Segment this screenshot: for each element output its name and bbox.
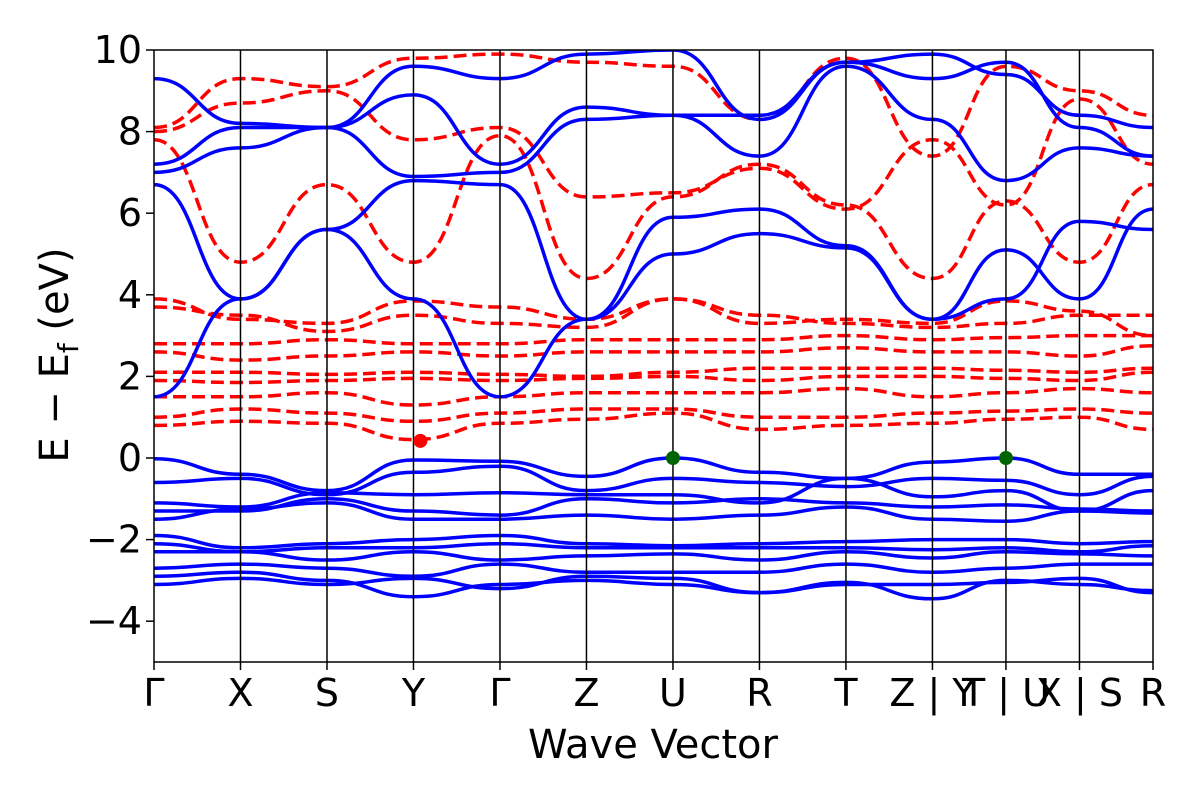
valence-band-3 (154, 497, 1153, 517)
y-tick-label: 6 (118, 191, 142, 235)
x-tick-label: S (315, 671, 339, 715)
valence-band-14 (154, 60, 1153, 166)
x-tick-label: R (746, 671, 772, 715)
x-axis: Γ X S Y Γ Z U R T Z | YT | UX | S R (143, 662, 1166, 716)
band-extremum-marker-1 (665, 451, 680, 465)
x-tick-label: X (227, 671, 253, 715)
plot-frame (153, 49, 1154, 663)
x-tick-label: Y (401, 671, 426, 715)
y-axis: −4 −2 0 2 4 6 8 10 (86, 28, 154, 643)
conduction-band-7 (154, 297, 1153, 334)
x-tick-label: T (833, 671, 858, 715)
band-extremum-marker-0 (413, 433, 428, 448)
x-tick-label: U (659, 671, 687, 715)
x-tick-label: Γ (489, 671, 510, 715)
x-tick-label: X | S (1036, 671, 1123, 716)
valence-band-13 (154, 64, 1153, 183)
conduction-band-10 (154, 89, 1153, 211)
plot-area (154, 50, 1153, 662)
x-tick-label: Γ (143, 671, 164, 715)
y-tick-label: 8 (118, 110, 142, 154)
conduction-band-6 (154, 333, 1153, 346)
conduction-band-11 (154, 52, 1153, 158)
y-tick-label: 10 (94, 28, 142, 72)
x-tick-label: Z (573, 671, 599, 715)
y-axis-label-subscript: f (52, 342, 85, 353)
conduction-band-5 (154, 344, 1153, 362)
y-tick-label: −2 (86, 518, 142, 562)
valence-band-8 (154, 562, 1153, 579)
x-tick-label: T | U (961, 671, 1050, 716)
y-axis-label-unit: (eV) (32, 247, 78, 343)
x-tick-label: R (1140, 671, 1166, 715)
valence-band-5 (154, 533, 1153, 550)
conduction-band-9 (154, 133, 1153, 281)
band-extremum-marker-2 (998, 451, 1013, 465)
conduction-band-0 (154, 411, 1153, 442)
y-tick-label: 4 (118, 273, 142, 317)
conduction-band-2 (154, 386, 1153, 407)
x-tick-label: Z | Y (889, 671, 976, 716)
valence-band-11 (154, 219, 1153, 399)
y-tick-label: −4 (86, 599, 142, 643)
valence-band-7 (154, 550, 1153, 562)
y-tick-label: 2 (118, 354, 142, 398)
valence-band-0 (154, 456, 1153, 493)
x-axis-label: Wave Vector (528, 722, 779, 768)
y-axis-label: E − Ef (eV) (32, 247, 85, 462)
y-tick-label: 0 (118, 436, 142, 480)
